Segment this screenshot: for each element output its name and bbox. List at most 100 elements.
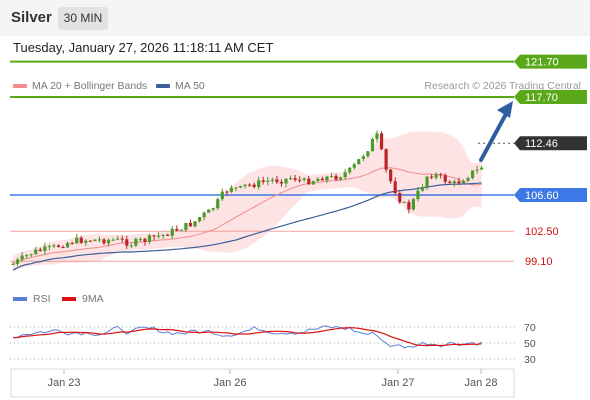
candle-body — [357, 159, 361, 165]
rsi-axis-label-70: 70 — [524, 322, 536, 334]
x-label-jan23: Jan 23 — [47, 377, 80, 389]
moving-averages — [12, 167, 482, 271]
candle-body — [316, 178, 320, 182]
candle-body — [470, 170, 475, 179]
rsi-axis-label-50: 50 — [524, 338, 536, 350]
ma50-line — [12, 182, 482, 271]
rsi-swatch-icon — [13, 297, 27, 301]
ma20-swatch-icon — [13, 84, 27, 89]
candle-body — [93, 239, 97, 242]
candle-body — [234, 187, 238, 189]
rsi-ma9-line — [12, 327, 482, 347]
candle-body — [402, 201, 406, 203]
candle-body — [70, 242, 74, 244]
level-tag-text-117.70: 117.70 — [525, 92, 558, 104]
level-labels: 121.70 117.70 112.46 106.60 102.50 99.10 — [514, 54, 587, 268]
instrument-name: Silver — [11, 9, 52, 26]
candle-body — [448, 181, 452, 184]
candle-body — [261, 180, 265, 182]
candle-body — [320, 178, 324, 181]
candle-body — [384, 149, 388, 170]
candle-body — [439, 174, 443, 176]
level-label-102.50: 102.50 — [525, 226, 559, 238]
chart-credit: Research © 2026 Trading Central — [424, 80, 581, 92]
candle-body — [56, 245, 61, 248]
candle-body — [343, 172, 347, 178]
candle-body — [302, 178, 306, 180]
candle-body — [125, 239, 129, 246]
candle-body — [461, 180, 466, 184]
candle-body — [88, 240, 92, 242]
candle-body — [79, 237, 83, 243]
candle-body — [307, 178, 311, 185]
ma9-swatch-icon — [62, 297, 76, 301]
candle-body — [288, 178, 293, 180]
candle-body — [75, 237, 79, 244]
candle-body — [52, 245, 56, 247]
candle-body — [270, 179, 274, 181]
candle-body — [238, 186, 243, 188]
candle-body — [225, 191, 229, 193]
candle-body — [116, 238, 120, 240]
candle-body — [379, 133, 384, 150]
candle-body — [279, 182, 284, 184]
x-label-jan26: Jan 26 — [213, 377, 246, 389]
candle-body — [29, 254, 33, 256]
bollinger-band — [13, 131, 482, 272]
candle-body — [298, 179, 302, 181]
candle-body — [311, 181, 315, 185]
candle-body — [407, 201, 411, 210]
candle-body — [475, 169, 479, 171]
level-tag-106.60 — [514, 188, 587, 202]
ma50-swatch-icon — [156, 84, 170, 89]
candle-body — [157, 235, 161, 237]
candle-body — [179, 229, 183, 231]
candle-body — [452, 181, 456, 184]
candle-body — [398, 193, 402, 203]
candle-body — [375, 133, 379, 139]
candle-body — [147, 235, 152, 242]
candle-body — [370, 138, 375, 152]
candle-body — [243, 184, 247, 187]
candle-body — [480, 167, 484, 170]
candle-body — [284, 178, 288, 184]
ma9-legend-label: 9MA — [82, 293, 104, 305]
candle-body — [47, 246, 51, 248]
candle-body — [161, 234, 165, 236]
candle-body — [120, 238, 124, 240]
candle-body — [34, 249, 38, 255]
candle-body — [175, 228, 179, 231]
legend-ma50-label: MA 50 — [175, 80, 205, 92]
x-label-jan27: Jan 27 — [381, 377, 414, 389]
candle-body — [252, 184, 256, 188]
candle-body — [43, 246, 47, 251]
candle-body — [184, 222, 188, 230]
candle-body — [293, 178, 297, 180]
candle-body — [334, 175, 338, 180]
candle-body — [25, 255, 29, 257]
candle-body — [166, 234, 170, 236]
candle-body — [138, 238, 142, 240]
rsi-axis-label-30: 30 — [524, 354, 536, 366]
candle-body — [97, 239, 102, 241]
candle-body — [466, 178, 470, 181]
rsi-legend-label: RSI — [33, 293, 51, 305]
candle-body — [420, 187, 425, 191]
candle-body — [111, 239, 115, 241]
timeframe-button[interactable]: 30 MIN — [58, 7, 108, 30]
candle-body — [339, 177, 343, 180]
candle-body — [129, 245, 133, 247]
candle-body — [38, 249, 42, 251]
legend-ma50: MA 50 — [156, 80, 205, 92]
level-lines — [10, 60, 514, 262]
candlesticks — [11, 130, 484, 266]
candle-body — [134, 238, 138, 246]
candle-body — [348, 167, 352, 173]
candle-body — [84, 240, 88, 243]
legend-ma20: MA 20 + Bollinger Bands — [13, 80, 147, 92]
candle-body — [143, 238, 147, 242]
x-label-jan28: Jan 28 — [464, 377, 497, 389]
candle-body — [366, 151, 370, 157]
candle-body — [416, 190, 420, 200]
